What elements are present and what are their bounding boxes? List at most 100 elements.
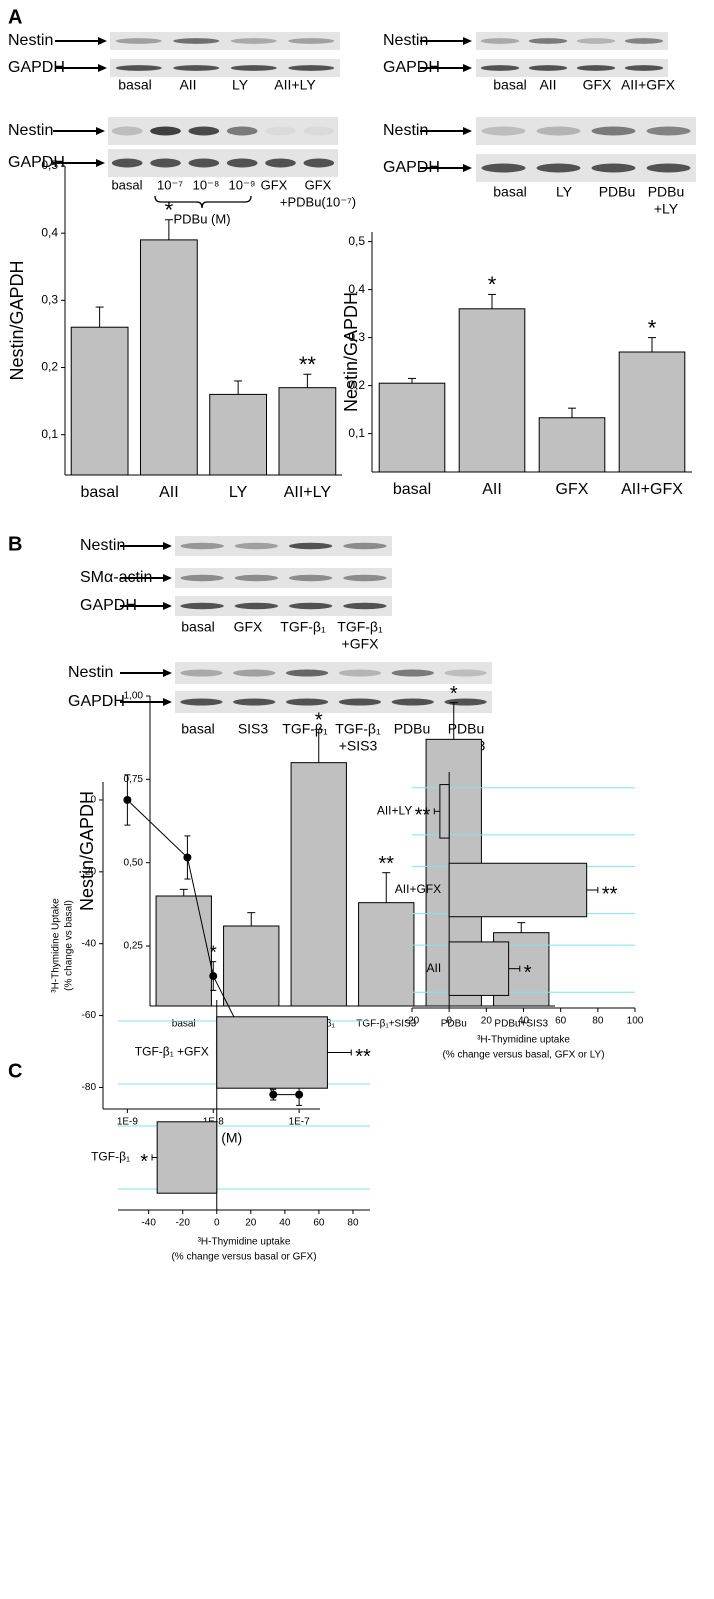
blot-band — [444, 698, 487, 706]
blot-band — [180, 574, 224, 582]
blot-strip — [175, 596, 392, 616]
lane-label: AII — [539, 77, 556, 93]
lane-label: GFX — [305, 177, 332, 192]
bar — [216, 1016, 328, 1089]
x-tick-label: 20 — [245, 1218, 257, 1229]
category-label: TGF-β₁ — [91, 1150, 130, 1164]
significance-mark: ** — [299, 352, 317, 377]
lane-label: +GFX — [342, 636, 380, 652]
blot-band — [188, 126, 220, 136]
y-axis-label: ³H-Thymidine Uptake — [51, 898, 62, 993]
bar — [448, 941, 510, 996]
blot-band — [536, 163, 581, 173]
y-tick-label: 1,00 — [124, 691, 144, 702]
category-label: PDBu+SIS3 — [494, 1019, 548, 1030]
lane-label: basal — [118, 77, 151, 93]
blot-band — [226, 158, 258, 168]
blot-band — [188, 158, 220, 168]
category-label: AII — [426, 961, 441, 975]
blot-band — [111, 126, 143, 136]
y-tick-label: 0,25 — [124, 941, 144, 952]
arrow-head — [96, 159, 105, 167]
blot-strip — [108, 117, 338, 145]
lane-label: TGF-β₁ — [280, 619, 326, 635]
blot-band — [173, 65, 220, 71]
lane-label: AII+LY — [274, 77, 316, 93]
y-tick-label: 0 — [90, 795, 96, 806]
x-tick-label: -20 — [175, 1218, 190, 1229]
y-tick-label: 0,1 — [41, 427, 58, 441]
y-tick-label: 0,1 — [348, 426, 365, 440]
blot-band — [480, 65, 520, 71]
blot-band — [285, 669, 329, 677]
blot-row-label: Nestin — [8, 32, 53, 49]
lane-label: 10⁻⁷ — [157, 177, 183, 192]
lane-label: AII+GFX — [621, 77, 676, 93]
blot-band — [150, 126, 181, 136]
category-label: basal — [81, 484, 119, 501]
blot-band — [288, 574, 333, 582]
blot-band — [233, 669, 276, 677]
blot-band — [528, 65, 568, 71]
x-tick-label: 40 — [518, 1016, 530, 1027]
category-label: AII+LY — [284, 484, 332, 501]
bar — [358, 902, 415, 1007]
blot-band — [624, 38, 664, 44]
bar — [448, 862, 588, 918]
category-label: basal — [172, 1019, 196, 1030]
bar — [155, 895, 212, 1007]
blot-band — [343, 574, 387, 582]
bar — [458, 308, 526, 473]
significance-mark: ** — [415, 805, 431, 827]
arrow-head — [463, 37, 472, 45]
bar — [618, 351, 686, 473]
blot-band — [288, 542, 333, 550]
x-axis-label: ³H-Thymidine uptake — [477, 1035, 570, 1046]
blot-band — [288, 602, 333, 610]
blot-band — [576, 65, 616, 71]
category-label: TGF-β₁+SIS3 — [356, 1019, 416, 1030]
blot-band — [180, 602, 224, 610]
data-point — [183, 853, 192, 862]
blot-strip — [175, 568, 392, 588]
blot-band — [481, 163, 526, 173]
category-label: LY — [229, 484, 248, 501]
category-label: TGF-β₁ +GFX — [135, 1045, 209, 1059]
category-label: GFX — [556, 481, 589, 498]
significance-mark: * — [648, 315, 657, 340]
blot-band — [111, 158, 143, 168]
blot-band — [303, 158, 335, 168]
blot-band — [338, 669, 382, 677]
blot-strip — [476, 32, 668, 50]
category-label: PDBu — [441, 1019, 467, 1030]
blot-band — [646, 163, 691, 173]
lane-label: LY — [232, 77, 249, 93]
blot-band — [115, 65, 162, 71]
x-tick-label: 40 — [279, 1218, 291, 1229]
significance-mark: * — [450, 683, 458, 705]
blot-band — [180, 669, 223, 677]
y-tick-label: -80 — [82, 1082, 97, 1093]
lane-label: TGF-β₁ — [337, 619, 383, 635]
blot-row-label: GAPDH — [8, 59, 65, 76]
blot-band — [285, 698, 329, 706]
arrow-head — [98, 37, 107, 45]
blot-strip — [110, 59, 340, 77]
lane-label: PDBu — [648, 184, 685, 200]
blot-band — [480, 38, 520, 44]
arrow-head — [463, 127, 472, 135]
bar — [278, 387, 337, 476]
x-tick-label: 60 — [313, 1218, 325, 1229]
group-label: PDBu (M) — [173, 211, 230, 226]
blot-band — [624, 65, 664, 71]
blot-band — [226, 126, 258, 136]
blot-row-label: SMα-actin — [80, 569, 152, 586]
blot-band — [233, 698, 276, 706]
y-tick-label: -60 — [82, 1010, 97, 1021]
bar — [209, 393, 268, 476]
x-tick-label: 1E-7 — [289, 1117, 311, 1128]
arrow-head — [163, 698, 172, 706]
arrow-head — [163, 602, 172, 610]
blot-band — [265, 126, 296, 136]
arrow-head — [163, 574, 172, 582]
